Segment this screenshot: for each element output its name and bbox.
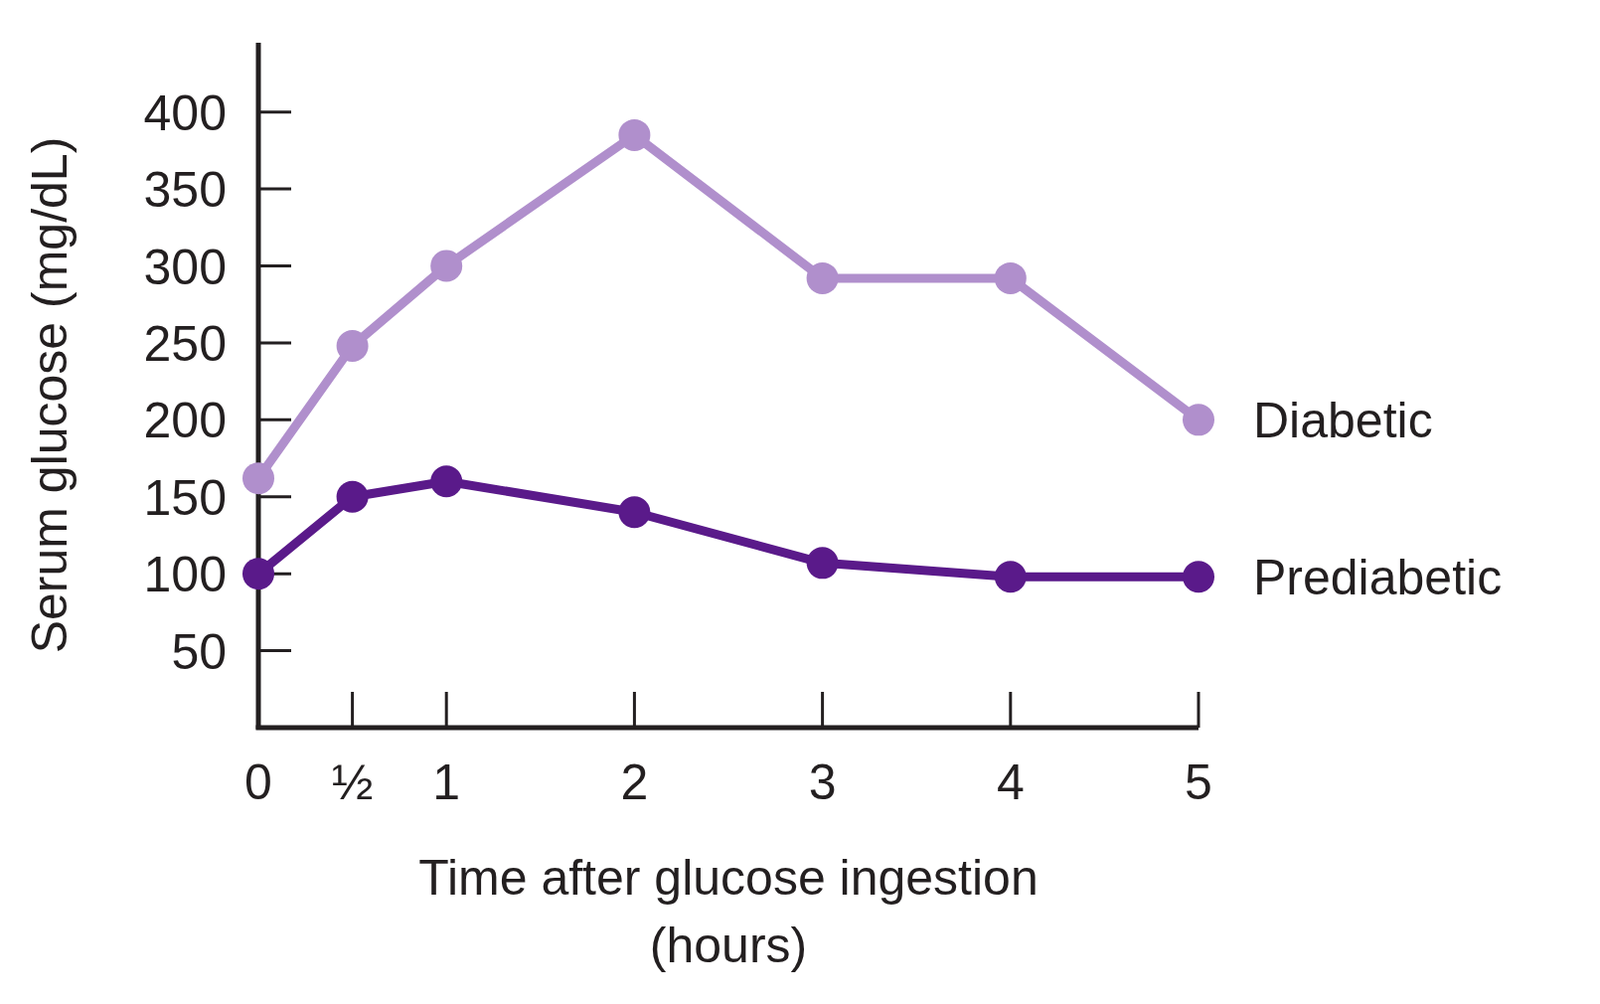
x-tick (820, 691, 824, 728)
x-axis (256, 725, 1200, 731)
data-point (618, 119, 650, 152)
y-tick (258, 264, 292, 268)
y-tick (258, 494, 292, 498)
data-point (618, 495, 650, 528)
y-tick-label: 400 (144, 85, 227, 142)
y-tick (258, 648, 292, 652)
y-tick (258, 340, 292, 344)
x-tick-label: 2 (620, 754, 648, 810)
data-point (994, 560, 1027, 593)
data-point (336, 480, 369, 513)
x-tick (633, 691, 637, 728)
y-tick-label: 100 (144, 546, 227, 603)
y-axis (256, 42, 262, 730)
y-tick-label: 50 (170, 624, 227, 680)
series-label: Prediabetic (1253, 549, 1502, 606)
x-tick (350, 691, 354, 728)
chart-container: 50 100 150 200 250 300 350 400 0 ½ 1 2 3 4 5 Serum gluc… (0, 0, 1600, 1004)
x-axis-label: Time after glucose ingestion (418, 849, 1038, 906)
plot-area (242, 119, 1215, 593)
x-tick-label: 4 (996, 754, 1025, 810)
x-tick-label: 3 (808, 754, 837, 810)
data-point (430, 250, 463, 283)
chart-svg: 50 100 150 200 250 300 350 400 0 ½ 1 2 3 4 5 Serum gluc… (0, 0, 1600, 1004)
y-tick-label: 250 (144, 316, 227, 372)
data-point (806, 546, 839, 579)
data-point (1182, 403, 1215, 436)
data-point (994, 262, 1027, 295)
x-axis-label: (hours) (649, 917, 807, 973)
x-tick (445, 691, 449, 728)
series-line (258, 480, 1199, 577)
y-tick (258, 187, 292, 191)
data-point (242, 557, 275, 590)
x-tick (1197, 691, 1201, 728)
y-tick-label: 200 (144, 392, 227, 449)
x-tick-label: ½ (331, 754, 374, 810)
series-label: Diabetic (1253, 392, 1434, 449)
data-point (1182, 560, 1215, 593)
data-point (336, 329, 369, 362)
y-tick (258, 418, 292, 422)
x-tick-label: 1 (432, 754, 461, 810)
series-line (258, 135, 1199, 479)
x-tick-label: 0 (244, 754, 273, 810)
y-tick (258, 110, 292, 114)
data-point (430, 465, 463, 497)
x-tick-label: 5 (1184, 754, 1213, 810)
y-tick-label: 150 (144, 470, 227, 526)
data-point (242, 462, 275, 494)
y-tick-label: 300 (144, 239, 227, 296)
x-tick (1008, 691, 1012, 728)
y-tick-label: 350 (144, 161, 227, 218)
data-point (806, 262, 839, 295)
y-axis-label: Serum glucose (mg/dL) (21, 137, 78, 654)
